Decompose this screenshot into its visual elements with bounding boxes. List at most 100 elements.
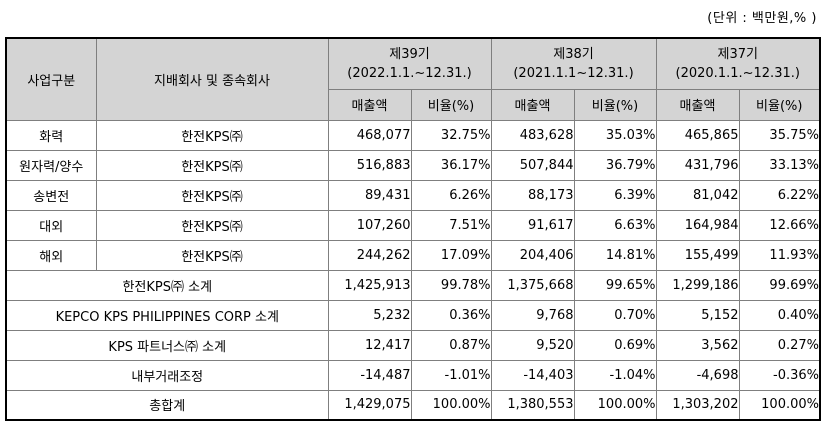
period-name: 제39기 [389,46,430,62]
revenue-cell: 516,883 [327,149,412,181]
ratio-cell: 100.00% [573,389,657,421]
ratio-cell: -1.01% [410,359,492,391]
ratio-cell: 0.36% [410,299,492,331]
revenue-cell: 1,380,553 [490,389,575,421]
revenue-cell: 107,260 [327,209,412,241]
revenue-cell: 9,768 [490,299,575,331]
revenue-cell: 164,984 [655,209,740,241]
company-cell: 한전KPS㈜ [95,239,329,271]
revenue-cell: 1,425,913 [327,269,412,301]
summary-label-cell: KEPCO KPS PHILIPPINES CORP 소계 [5,299,329,331]
ratio-cell: 0.40% [738,299,821,331]
ratio-cell: -1.04% [573,359,657,391]
col-header-ratio-39: 비율(%) [410,88,492,121]
ratio-cell: 6.39% [573,179,657,211]
table-row-subtotal: 한전KPS㈜ 소계 1,425,913 99.78% 1,375,668 99.… [5,269,821,301]
ratio-cell: 17.09% [410,239,492,271]
table-row-segment: 대외 한전KPS㈜ 107,260 7.51% 91,617 6.63% 164… [5,209,821,241]
revenue-cell: 468,077 [327,119,412,151]
revenue-cell: 1,299,186 [655,269,740,301]
table-row-grand-total: 총합계 1,429,075 100.00% 1,380,553 100.00% … [5,389,821,421]
period-range: (2021.1.1~12.31.) [513,65,634,81]
col-header-ratio-37: 비율(%) [738,88,821,121]
table-row-subtotal: KEPCO KPS PHILIPPINES CORP 소계 5,232 0.36… [5,299,821,331]
revenue-cell: 5,152 [655,299,740,331]
period-name: 제37기 [717,46,758,62]
period-range: (2020.1.1.~12.31.) [675,65,800,81]
col-header-period-37: 제37기 (2020.1.1.~12.31.) [655,37,821,90]
ratio-cell: 11.93% [738,239,821,271]
table-row-segment: 송변전 한전KPS㈜ 89,431 6.26% 88,173 6.39% 81,… [5,179,821,211]
ratio-cell: 36.79% [573,149,657,181]
revenue-by-segment-table: 사업구분 지배회사 및 종속회사 제39기 (2022.1.1.~12.31.)… [5,37,821,421]
company-cell: 한전KPS㈜ [95,179,329,211]
ratio-cell: 35.75% [738,119,821,151]
business-cell: 원자력/양수 [5,149,97,181]
summary-label-cell: KPS 파트너스㈜ 소계 [5,329,329,361]
revenue-cell: -14,403 [490,359,575,391]
unit-note: (단위 : 백만원,% ) [707,11,817,26]
ratio-cell: -0.36% [738,359,821,391]
ratio-cell: 6.26% [410,179,492,211]
revenue-cell: 3,562 [655,329,740,361]
revenue-cell: 89,431 [327,179,412,211]
ratio-cell: 14.81% [573,239,657,271]
ratio-cell: 7.51% [410,209,492,241]
ratio-cell: 6.22% [738,179,821,211]
header-row-measures: 매출액 비율(%) 매출액 비율(%) 매출액 비율(%) [6,88,821,121]
company-cell: 한전KPS㈜ [95,119,329,151]
table-row-segment: 원자력/양수 한전KPS㈜ 516,883 36.17% 507,844 36.… [5,149,821,181]
table-row-subtotal: KPS 파트너스㈜ 소계 12,417 0.87% 9,520 0.69% 3,… [5,329,821,361]
ratio-cell: 12.66% [738,209,821,241]
revenue-cell: 88,173 [490,179,575,211]
ratio-cell: 0.69% [573,329,657,361]
col-header-revenue-39: 매출액 [327,88,412,121]
revenue-cell: 1,303,202 [655,389,740,421]
ratio-cell: 35.03% [573,119,657,151]
ratio-cell: 0.87% [410,329,492,361]
company-cell: 한전KPS㈜ [95,209,329,241]
summary-label-cell: 한전KPS㈜ 소계 [5,269,329,301]
revenue-cell: 244,262 [327,239,412,271]
col-header-period-39: 제39기 (2022.1.1.~12.31.) [327,37,492,90]
ratio-cell: 99.65% [573,269,657,301]
revenue-cell: 507,844 [490,149,575,181]
business-cell: 대외 [5,209,97,241]
revenue-cell: 204,406 [490,239,575,271]
revenue-cell: 91,617 [490,209,575,241]
ratio-cell: 99.69% [738,269,821,301]
summary-label-cell: 총합계 [5,389,329,421]
col-header-revenue-38: 매출액 [490,88,575,121]
ratio-cell: 99.78% [410,269,492,301]
table-row-segment: 해외 한전KPS㈜ 244,262 17.09% 204,406 14.81% … [5,239,821,271]
table-row-adjustment: 내부거래조정 -14,487 -1.01% -14,403 -1.04% -4,… [5,359,821,391]
header-row-periods: 사업구분 지배회사 및 종속회사 제39기 (2022.1.1.~12.31.)… [5,37,821,121]
ratio-cell: 33.13% [738,149,821,181]
revenue-cell: 12,417 [327,329,412,361]
ratio-cell: 0.27% [738,329,821,361]
ratio-cell: 6.63% [573,209,657,241]
revenue-cell: 9,520 [490,329,575,361]
col-header-ratio-38: 비율(%) [573,88,657,121]
revenue-cell: 483,628 [490,119,575,151]
col-header-company: 지배회사 및 종속회사 [95,37,329,121]
business-cell: 해외 [5,239,97,271]
ratio-cell: 32.75% [410,119,492,151]
ratio-cell: 36.17% [410,149,492,181]
period-name: 제38기 [553,46,594,62]
revenue-cell: 81,042 [655,179,740,211]
col-header-revenue-37: 매출액 [655,88,740,121]
col-header-business: 사업구분 [5,37,97,121]
revenue-cell: 465,865 [655,119,740,151]
col-header-period-38: 제38기 (2021.1.1~12.31.) [490,37,657,90]
table-row-segment: 화력 한전KPS㈜ 468,077 32.75% 483,628 35.03% … [5,119,821,151]
revenue-cell: -4,698 [655,359,740,391]
business-cell: 화력 [5,119,97,151]
revenue-cell: -14,487 [327,359,412,391]
summary-label-cell: 내부거래조정 [5,359,329,391]
revenue-cell: 5,232 [327,299,412,331]
revenue-cell: 1,429,075 [327,389,412,421]
revenue-cell: 155,499 [655,239,740,271]
revenue-cell: 431,796 [655,149,740,181]
